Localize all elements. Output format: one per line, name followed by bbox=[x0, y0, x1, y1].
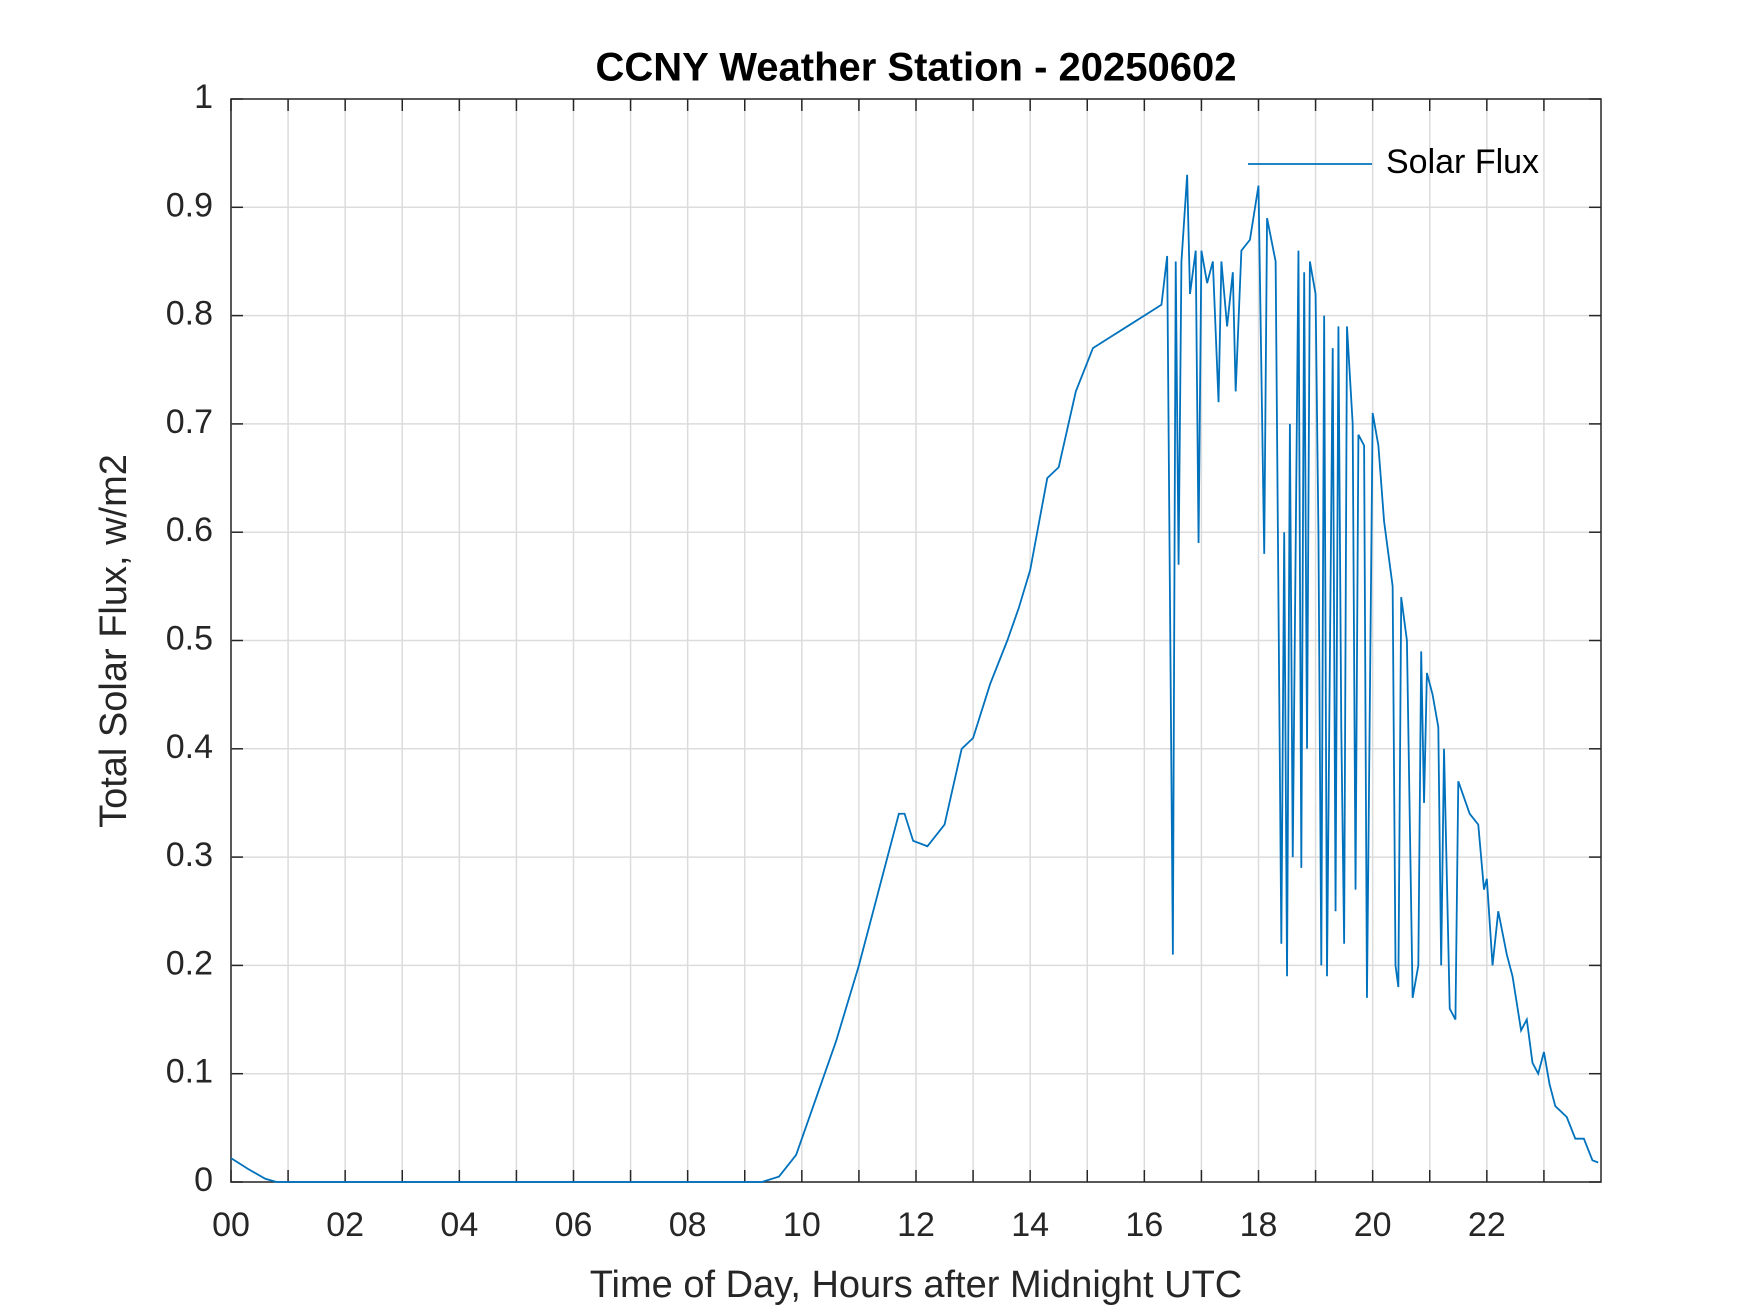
y-tick-label: 0.3 bbox=[166, 836, 213, 874]
x-tick-label: 06 bbox=[555, 1206, 593, 1244]
x-tick-label: 08 bbox=[669, 1206, 707, 1244]
x-tick-label: 00 bbox=[212, 1206, 250, 1244]
x-tick-label: 10 bbox=[783, 1206, 821, 1244]
y-tick-label: 0.7 bbox=[166, 403, 213, 441]
y-tick-label: 1 bbox=[194, 78, 213, 116]
chart-title: CCNY Weather Station - 20250602 bbox=[596, 46, 1237, 90]
plot-frame bbox=[230, 98, 1602, 1183]
y-tick-label: 0.2 bbox=[166, 944, 213, 982]
x-tick-label: 12 bbox=[897, 1206, 935, 1244]
legend-label: Solar Flux bbox=[1386, 143, 1539, 181]
y-tick-label: 0.1 bbox=[166, 1053, 213, 1091]
x-tick-label: 14 bbox=[1011, 1206, 1049, 1244]
x-axis-label: Time of Day, Hours after Midnight UTC bbox=[590, 1264, 1243, 1306]
y-tick-label: 0.6 bbox=[166, 511, 213, 549]
x-tick-label: 20 bbox=[1354, 1206, 1392, 1244]
x-tick-label: 22 bbox=[1468, 1206, 1506, 1244]
y-axis-label: Total Solar Flux, w/m2 bbox=[93, 454, 135, 828]
data-line bbox=[230, 174, 1599, 1183]
x-tick-label: 18 bbox=[1240, 1206, 1278, 1244]
y-tick-label: 0.8 bbox=[166, 295, 213, 333]
y-tick-label: 0.4 bbox=[166, 728, 213, 766]
y-tick-label: 0.5 bbox=[166, 619, 213, 657]
x-tick-label: 16 bbox=[1125, 1206, 1163, 1244]
y-tick-label: 0 bbox=[194, 1161, 213, 1199]
y-tick-label: 0.9 bbox=[166, 186, 213, 224]
x-tick-label: 04 bbox=[440, 1206, 478, 1244]
x-tick-label: 02 bbox=[326, 1206, 364, 1244]
